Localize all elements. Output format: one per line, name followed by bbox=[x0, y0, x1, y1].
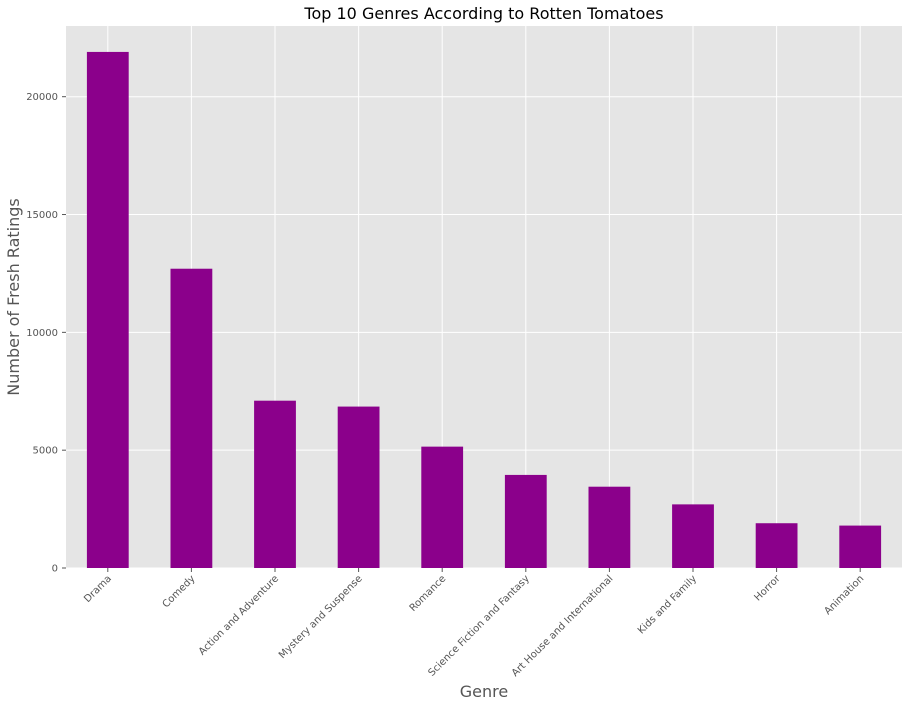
x-tick-label: Animation bbox=[822, 573, 866, 617]
x-tick-label: Romance bbox=[408, 573, 449, 614]
y-tick-label: 10000 bbox=[26, 328, 58, 339]
x-tick-label: Science Fiction and Fantasy bbox=[427, 573, 532, 678]
bar bbox=[504, 474, 547, 568]
y-tick-label: 20000 bbox=[26, 92, 58, 103]
bar bbox=[86, 51, 129, 568]
y-tick-label: 0 bbox=[52, 564, 58, 575]
bar bbox=[421, 446, 464, 568]
x-tick-label: Action and Adventure bbox=[197, 573, 281, 657]
y-tick-label: 15000 bbox=[26, 210, 58, 221]
x-tick-label: Kids and Family bbox=[636, 573, 699, 636]
y-axis-ticks: 0 5000 10000 15000 20000 bbox=[26, 92, 66, 575]
y-axis-title: Number of Fresh Ratings bbox=[4, 198, 23, 395]
bar bbox=[588, 486, 631, 568]
x-tick-label: Comedy bbox=[161, 573, 198, 610]
bars bbox=[86, 51, 882, 568]
x-tick-label: Drama bbox=[82, 573, 114, 605]
x-tick-label: Horror bbox=[753, 573, 784, 604]
bar bbox=[672, 504, 714, 568]
bar bbox=[839, 525, 882, 568]
y-tick-label: 5000 bbox=[33, 446, 58, 457]
x-tick-label: Art House and International bbox=[510, 573, 616, 679]
bar bbox=[755, 523, 798, 568]
x-axis-title: Genre bbox=[460, 682, 508, 701]
bar bbox=[337, 406, 380, 568]
bar bbox=[254, 400, 296, 568]
bar bbox=[170, 268, 213, 568]
chart-title: Top 10 Genres According to Rotten Tomato… bbox=[303, 4, 663, 23]
x-tick-label: Mystery and Suspense bbox=[277, 573, 365, 661]
